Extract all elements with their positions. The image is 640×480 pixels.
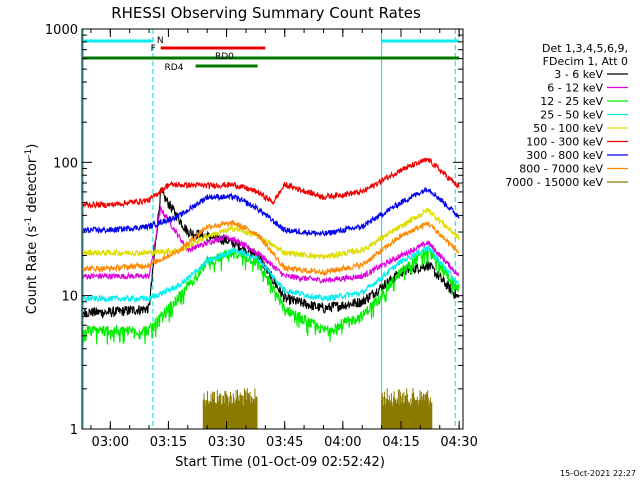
y-tick-label: 100 [53, 156, 78, 171]
legend-entry-label: 6 - 12 keV [547, 82, 603, 95]
axes: 03:00 03:15 03:30 03:45 04:00 04:15 04:30 1 10 10… [45, 23, 478, 450]
flag-rd0-label: RD0 [215, 52, 234, 62]
x-tick-label: 03:00 [92, 435, 129, 450]
legend-entry-label: 800 - 7000 keV [519, 163, 603, 176]
legend-header: Det 1,3,4,5,6,9, [542, 42, 628, 55]
x-tick-label: 03:15 [150, 435, 187, 450]
x-tick-label: 04:15 [382, 435, 419, 450]
x-tick-label: 04:00 [324, 435, 361, 450]
y-axis-label: Count Rate (s-1 detector-1) [24, 144, 40, 315]
legend-entry-label: 100 - 300 keV [526, 136, 603, 149]
x-tick-label: 03:45 [266, 435, 303, 450]
series-line-1 [82, 205, 460, 284]
x-axis-label: Start Time (01-Oct-09 02:52:42) [175, 455, 385, 470]
legend-entry-label: 300 - 800 keV [526, 149, 603, 162]
burst-spikes [381, 388, 433, 429]
legend-entry-label: 7000 - 15000 keV [505, 176, 603, 189]
legend-header: FDecim 1, Att 0 [543, 55, 628, 68]
legend-entry-label: 12 - 25 keV [540, 95, 603, 108]
x-tick-label: 03:30 [208, 435, 245, 450]
y-tick-label: 1000 [45, 23, 78, 38]
series-line-0 [82, 186, 460, 320]
y-tick-label: 1 [70, 423, 78, 438]
series-line-5 [82, 157, 460, 210]
x-tick-label: 04:30 [440, 435, 477, 450]
chart-title: RHESSI Observing Summary Count Rates [111, 4, 421, 22]
legend-entry-label: 25 - 50 keV [540, 109, 603, 122]
series-line-2 [82, 246, 460, 345]
flag-bars: NF RD0 RD4 [83, 36, 460, 73]
flag-rd4-label: RD4 [165, 63, 184, 73]
flag-n-label: N [157, 36, 164, 46]
plot-frame [81, 28, 464, 430]
burst-spikes [202, 388, 258, 429]
series-line-6 [82, 187, 460, 238]
legend-entry-label: 50 - 100 keV [533, 122, 603, 135]
series-line-4 [82, 207, 460, 260]
series-line-7 [82, 219, 460, 277]
y-tick-label: 10 [61, 290, 78, 305]
series-line-3 [82, 245, 460, 304]
plot-area: NF RD0 RD4 [82, 29, 460, 429]
legend: Det 1,3,4,5,6,9,FDecim 1, Att 03 - 6 keV… [505, 42, 628, 189]
timestamp: 15-Oct-2021 22:27 [560, 469, 636, 478]
flag-f-label: F [151, 44, 156, 54]
legend-entry-label: 3 - 6 keV [554, 68, 603, 81]
